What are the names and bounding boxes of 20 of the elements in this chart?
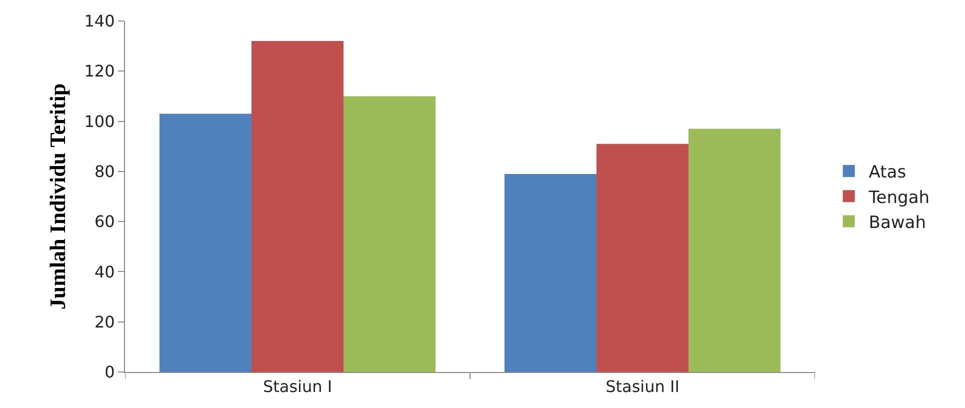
legend-label: Atas bbox=[868, 162, 906, 183]
y-axis-title: Jumlah Individu Teritip bbox=[45, 83, 70, 310]
x-tick-label: Stasiun II bbox=[606, 377, 680, 396]
y-tick-label: 20 bbox=[94, 312, 115, 332]
x-tick-label: Stasiun I bbox=[262, 377, 332, 396]
y-tick-label: 0 bbox=[104, 362, 115, 382]
y-tick-label: 40 bbox=[94, 262, 115, 282]
legend-label: Tengah bbox=[868, 188, 930, 208]
y-tick-label: 140 bbox=[84, 12, 115, 31]
bar bbox=[596, 144, 688, 372]
y-tick-label: 80 bbox=[94, 162, 115, 182]
bar bbox=[344, 96, 436, 372]
y-tick-label: 100 bbox=[84, 112, 115, 131]
y-tick-label: 60 bbox=[94, 212, 115, 232]
bar bbox=[252, 41, 344, 372]
bar bbox=[160, 114, 252, 372]
legend-label: Bawah bbox=[868, 212, 926, 233]
bar bbox=[504, 174, 596, 372]
y-tick-label: 120 bbox=[84, 62, 115, 81]
bar bbox=[688, 128, 780, 372]
